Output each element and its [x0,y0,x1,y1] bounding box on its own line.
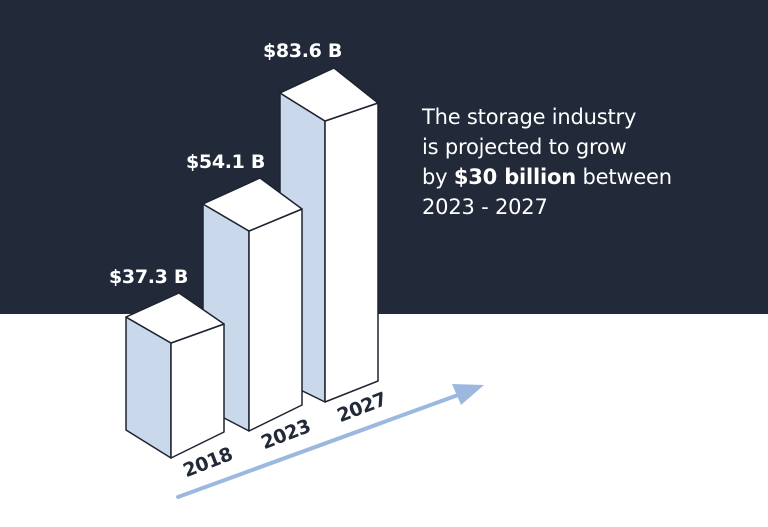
headline-line-3-prefix: by [422,165,454,189]
headline-text: The storage industry is projected to gro… [422,102,742,222]
bar-2018 [125,292,225,459]
bar-value-label-2027: $83.6 B [263,40,343,62]
bar-value-label-2018: $37.3 B [109,266,189,288]
trend-arrow-icon [176,384,484,499]
headline-highlight-amount: $30 billion [453,165,576,189]
headline-line-3: by $30 billion between [422,162,742,192]
bar-value-label-2023: $54.1 B [186,151,266,173]
dark-background-band [0,0,768,314]
headline-line-3-suffix: between [576,165,672,189]
headline-line-1: The storage industry [422,105,637,129]
headline-line-4: 2023 - 2027 [422,195,548,219]
headline-line-2: is projected to grow [422,135,627,159]
